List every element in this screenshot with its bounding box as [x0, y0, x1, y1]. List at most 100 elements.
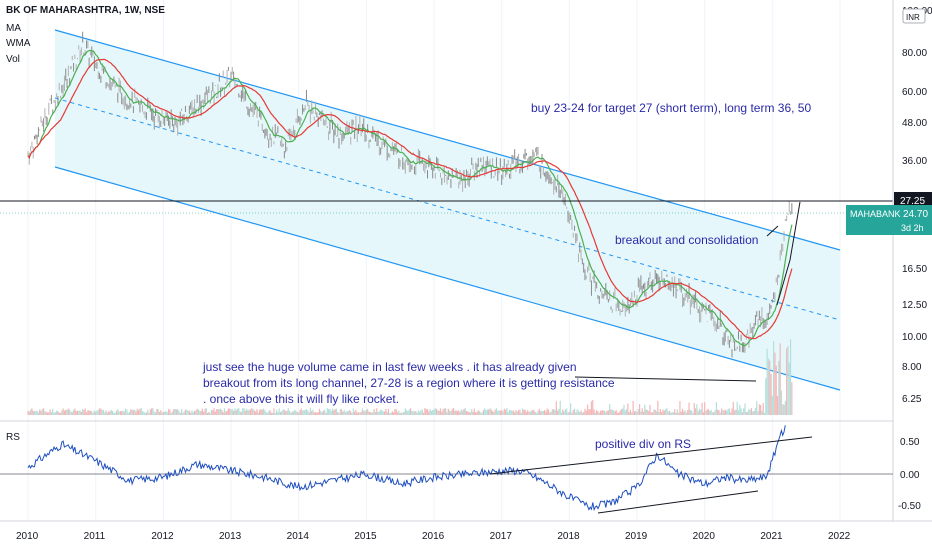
volume-bar [685, 412, 688, 415]
indicator-ma-label[interactable]: MA [6, 23, 21, 34]
volume-bar [480, 412, 482, 415]
volume-bar [726, 410, 728, 415]
volume-bar [709, 411, 711, 415]
volume-bar [653, 409, 655, 415]
volume-bar [416, 412, 418, 415]
volume-bar [27, 410, 29, 415]
volume-bar [236, 408, 239, 415]
volume-bar [684, 410, 686, 415]
volume-bar [402, 412, 404, 415]
volume-bar [255, 411, 257, 415]
volume-bar [400, 412, 403, 415]
volume-bar [501, 410, 503, 415]
indicator-vol-label[interactable]: Vol [6, 54, 20, 65]
volume-bar [648, 411, 650, 415]
volume-bar [437, 410, 439, 415]
volume-bar [655, 411, 658, 415]
volume-bar [775, 365, 777, 415]
volume-bar [494, 409, 496, 415]
volume-bar [577, 410, 580, 415]
volume-note-line2: breakout from its long channel, 27-28 is… [203, 376, 615, 390]
volume-bar [676, 409, 678, 415]
volume-bar [243, 408, 245, 415]
volume-bar [619, 410, 621, 415]
volume-bar [783, 404, 785, 415]
volume-bar [589, 409, 591, 415]
volume-bar [407, 411, 409, 415]
volume-bar [31, 408, 33, 415]
volume-bar [70, 411, 72, 415]
volume-bar [524, 409, 526, 415]
volume-bar [428, 411, 430, 415]
ticker-label: MAHABANK [850, 209, 901, 219]
volume-bar [420, 410, 422, 415]
volume-bar [770, 373, 772, 415]
volume-bar [193, 410, 196, 415]
volume-bar [438, 410, 440, 415]
volume-bar [632, 400, 634, 415]
volume-bar [192, 412, 194, 415]
volume-bar [424, 408, 426, 415]
volume-bar [343, 409, 345, 415]
volume-bar [153, 411, 155, 415]
volume-bar [195, 410, 197, 415]
volume-bar [576, 409, 578, 415]
volume-bar [331, 408, 334, 415]
volume-bar [688, 402, 690, 415]
volume-bar [478, 411, 481, 415]
volume-bar [650, 412, 652, 415]
volume-bar [80, 411, 82, 415]
volume-bar [300, 408, 302, 415]
volume-bar [625, 408, 628, 415]
volume-bar [223, 408, 226, 415]
volume-bar [675, 412, 677, 415]
volume-bar [39, 409, 41, 415]
volume-bar [338, 412, 340, 415]
volume-bar [121, 411, 123, 415]
volume-bar [404, 408, 406, 415]
volume-bar [585, 410, 587, 415]
volume-bar [745, 412, 747, 415]
volume-bar [442, 408, 444, 415]
volume-bar [521, 408, 524, 415]
volume-bar [530, 410, 533, 415]
volume-bar [382, 411, 384, 415]
volume-bar [119, 411, 121, 415]
volume-bar [504, 409, 507, 415]
volume-bar [447, 408, 449, 415]
volume-bar [718, 410, 720, 415]
volume-bar [564, 409, 567, 415]
volume-bar [307, 410, 309, 415]
volume-bar [144, 412, 146, 415]
volume-bar [767, 358, 770, 415]
volume-bar [546, 408, 548, 415]
rs-tick: 0.00 [900, 470, 920, 481]
currency-badge-bg[interactable] [902, 8, 926, 24]
volume-bar [96, 410, 98, 415]
volume-bar [134, 409, 136, 415]
volume-bar [679, 401, 681, 415]
volume-bar [661, 412, 663, 415]
volume-bar [348, 410, 351, 415]
volume-bar [78, 411, 80, 415]
volume-bar [408, 409, 410, 415]
time-tick: 2010 [16, 531, 39, 542]
channel-lower-line [54, 166, 841, 391]
volume-bar [337, 412, 339, 415]
volume-bar [324, 409, 326, 415]
volume-bar [301, 410, 304, 415]
volume-bar [443, 408, 446, 415]
volume-bar [549, 412, 551, 415]
volume-bar [117, 409, 119, 415]
currency-badge[interactable]: INR [906, 13, 920, 22]
volume-bar [165, 410, 167, 415]
volume-bar [393, 412, 395, 415]
volume-bar [489, 408, 491, 415]
indicator-wma-label[interactable]: WMA [6, 38, 31, 49]
volume-bar [572, 409, 574, 415]
price-tick: 12.50 [902, 300, 927, 311]
volume-bar [710, 410, 712, 415]
volume-bar [106, 412, 108, 415]
volume-bar [497, 410, 499, 415]
